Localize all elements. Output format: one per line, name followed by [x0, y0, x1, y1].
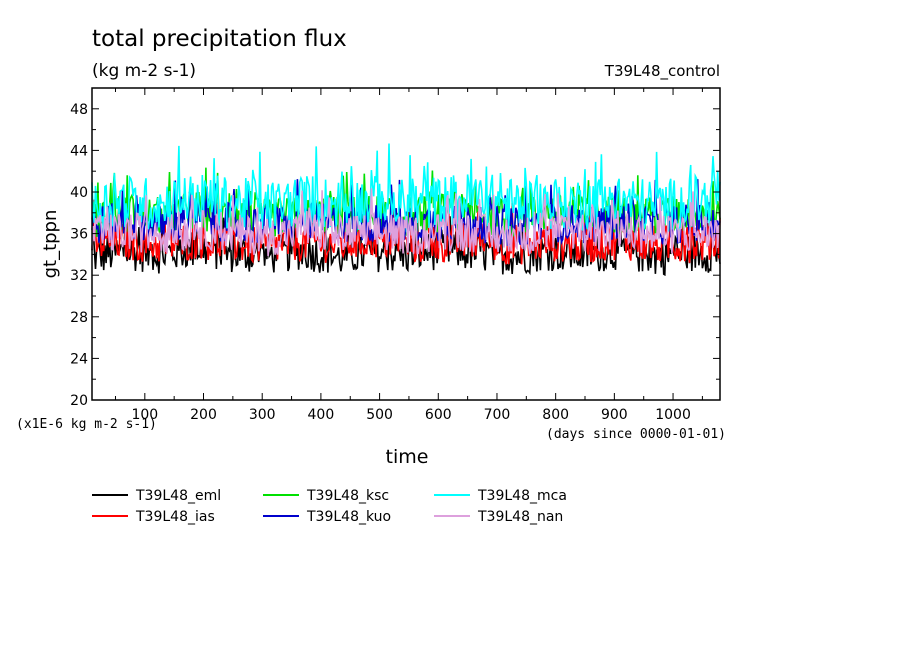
series-layer	[91, 143, 721, 277]
x-tick-label: 100	[131, 407, 158, 423]
x-tick-label: 500	[366, 407, 393, 423]
chart-subtitle: (kg m-2 s-1)	[92, 61, 196, 81]
x-tick-label: 300	[249, 407, 276, 423]
series-line-t39l48-ias	[91, 199, 721, 265]
x-tick-label: 700	[484, 407, 511, 423]
legend-entry-t39l48-eml: T39L48_eml	[92, 488, 221, 504]
run-label: T39L48_control	[604, 62, 720, 81]
legend-entry-t39l48-ksc: T39L48_ksc	[263, 488, 389, 504]
x-tick-label: 1000	[655, 407, 691, 423]
x-tick-label: 400	[308, 407, 335, 423]
y-unit-label: (x1E-6 kg m-2 s-1)	[16, 417, 157, 432]
legend-label: T39L48_nan	[477, 509, 563, 525]
y-tick-label: 48	[70, 102, 88, 118]
y-tick-label: 44	[70, 143, 88, 159]
series-line-t39l48-nan	[91, 188, 721, 257]
y-tick-label: 36	[70, 227, 88, 243]
y-tick-label: 28	[70, 310, 88, 326]
x-tick-label: 900	[601, 407, 628, 423]
legend-entry-t39l48-mca: T39L48_mca	[434, 488, 567, 504]
legend: T39L48_eml T39L48_ias T39L48_ksc T39L48_kuo…	[92, 488, 567, 525]
legend-entry-t39l48-nan: T39L48_nan	[434, 509, 563, 525]
legend-label: T39L48_ksc	[306, 488, 389, 504]
y-tick-label: 24	[70, 351, 88, 367]
y-axis-label: gt_tppn	[40, 210, 61, 279]
x-unit-label: (days since 0000-01-01)	[546, 427, 726, 442]
y-tick-label: 40	[70, 185, 88, 201]
y-tick-label: 20	[70, 393, 88, 409]
y-tick-label: 32	[70, 268, 88, 284]
legend-label: T39L48_mca	[477, 488, 567, 504]
x-tick-label: 600	[425, 407, 452, 423]
x-axis-label: time	[386, 446, 429, 468]
plot-frame	[91, 87, 721, 401]
legend-entry-t39l48-ias: T39L48_ias	[92, 509, 215, 525]
ticks-layer: 100 200 300 400 500 600 700 800 900 1000 20 24 28 32 3…	[70, 88, 720, 423]
legend-label: T39L48_eml	[135, 488, 221, 504]
x-tick-label: 800	[542, 407, 569, 423]
legend-entry-t39l48-kuo: T39L48_kuo	[263, 509, 391, 525]
legend-label: T39L48_kuo	[306, 509, 391, 525]
legend-label: T39L48_ias	[135, 509, 215, 525]
chart-title: total precipitation flux	[92, 26, 347, 52]
x-tick-label: 200	[190, 407, 217, 423]
